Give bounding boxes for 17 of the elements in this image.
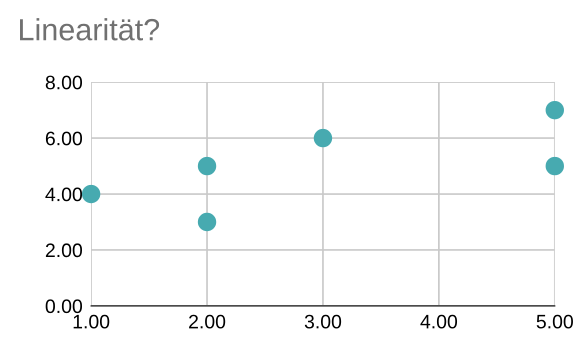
chart-title: Linearität? [20,18,160,41]
y-tick-label: 6.00 [46,132,82,146]
point [314,128,332,148]
y-tick-label: 0.00 [46,299,82,314]
y-tick-label: 2.00 [46,243,82,258]
point [198,156,216,176]
x-tick-label: 5.00 [536,314,573,329]
point [82,184,100,204]
x-tick-label: 1.00 [74,314,110,329]
y-tick-label: 4.00 [45,188,82,202]
point [546,100,564,120]
y-tick-label: 8.00 [46,76,82,90]
x-tick-label: 2.00 [189,314,226,329]
x-tick-label: 4.00 [420,314,458,329]
point [198,212,216,232]
x-tick-label: 3.00 [304,314,342,329]
point [546,156,564,176]
